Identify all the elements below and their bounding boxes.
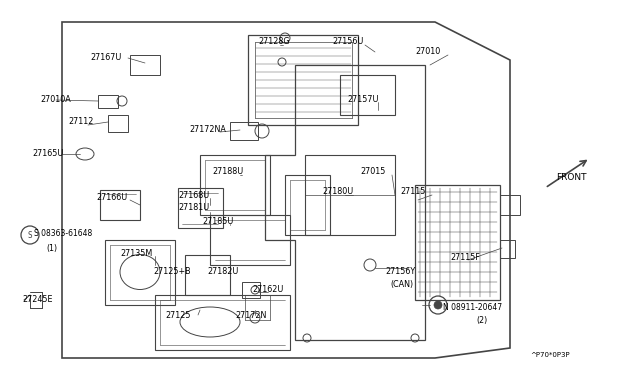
Text: 27185U: 27185U: [202, 217, 234, 225]
Text: (CAN): (CAN): [390, 280, 413, 289]
Text: 27128G: 27128G: [258, 38, 290, 46]
Text: 27188U: 27188U: [212, 167, 243, 176]
Text: 27162U: 27162U: [252, 285, 284, 295]
Bar: [210, 215, 290, 265]
Text: 27172N: 27172N: [235, 311, 266, 320]
Text: 27010A: 27010A: [40, 96, 71, 105]
Text: S 08363-61648: S 08363-61648: [34, 228, 92, 237]
Text: 27182U: 27182U: [207, 267, 238, 276]
Text: (2): (2): [476, 315, 487, 324]
Text: (1): (1): [46, 244, 57, 253]
Text: 27015: 27015: [360, 167, 385, 176]
Text: 27167U: 27167U: [90, 54, 122, 62]
Text: N: N: [436, 301, 440, 310]
Text: 27125: 27125: [165, 311, 191, 320]
Text: ^P70*0P3P: ^P70*0P3P: [530, 352, 570, 358]
Text: 27010: 27010: [415, 48, 440, 57]
Text: 27181U: 27181U: [178, 203, 209, 212]
Text: 27165U: 27165U: [32, 150, 63, 158]
Bar: [415, 185, 500, 300]
Text: 27112: 27112: [68, 118, 93, 126]
Text: 27125+B: 27125+B: [153, 267, 191, 276]
Text: FRONT: FRONT: [556, 173, 586, 183]
Bar: [248, 35, 358, 125]
Text: 27168U: 27168U: [178, 190, 209, 199]
Text: S: S: [28, 231, 32, 240]
Bar: [178, 188, 223, 228]
Bar: [305, 155, 395, 235]
Text: 27166U: 27166U: [96, 193, 127, 202]
Text: 27156Y: 27156Y: [385, 267, 415, 276]
Text: 27180U: 27180U: [322, 187, 353, 196]
Text: 27156U: 27156U: [332, 38, 364, 46]
Text: N 08911-20647: N 08911-20647: [443, 304, 502, 312]
Text: 27135M: 27135M: [120, 248, 152, 257]
Text: 27172NA: 27172NA: [189, 125, 226, 135]
Text: 27115: 27115: [400, 187, 426, 196]
Circle shape: [434, 301, 442, 309]
Text: 27157U: 27157U: [347, 96, 378, 105]
Text: 27245E: 27245E: [22, 295, 52, 305]
Bar: [200, 155, 270, 215]
Text: 27115F: 27115F: [450, 253, 480, 263]
